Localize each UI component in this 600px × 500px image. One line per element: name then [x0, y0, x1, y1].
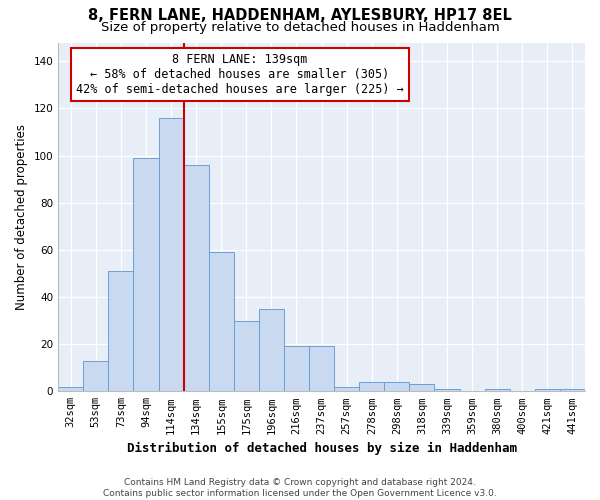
Bar — [109, 271, 133, 391]
Text: Contains HM Land Registry data © Crown copyright and database right 2024.
Contai: Contains HM Land Registry data © Crown c… — [103, 478, 497, 498]
Bar — [485, 389, 510, 391]
Bar — [385, 382, 409, 391]
Bar — [434, 389, 460, 391]
Bar — [58, 386, 83, 391]
Bar — [309, 346, 334, 391]
Bar — [359, 382, 385, 391]
Text: Size of property relative to detached houses in Haddenham: Size of property relative to detached ho… — [101, 21, 499, 34]
Text: 8 FERN LANE: 139sqm
← 58% of detached houses are smaller (305)
42% of semi-detac: 8 FERN LANE: 139sqm ← 58% of detached ho… — [76, 53, 404, 96]
Bar — [409, 384, 434, 391]
Y-axis label: Number of detached properties: Number of detached properties — [15, 124, 28, 310]
Bar — [158, 118, 184, 391]
Bar — [284, 346, 309, 391]
Bar — [560, 389, 585, 391]
Bar — [334, 386, 359, 391]
Bar — [535, 389, 560, 391]
Bar — [234, 320, 259, 391]
Bar — [209, 252, 234, 391]
X-axis label: Distribution of detached houses by size in Haddenham: Distribution of detached houses by size … — [127, 442, 517, 455]
Text: 8, FERN LANE, HADDENHAM, AYLESBURY, HP17 8EL: 8, FERN LANE, HADDENHAM, AYLESBURY, HP17… — [88, 8, 512, 22]
Bar — [83, 360, 109, 391]
Bar — [259, 309, 284, 391]
Bar — [133, 158, 158, 391]
Bar — [184, 165, 209, 391]
